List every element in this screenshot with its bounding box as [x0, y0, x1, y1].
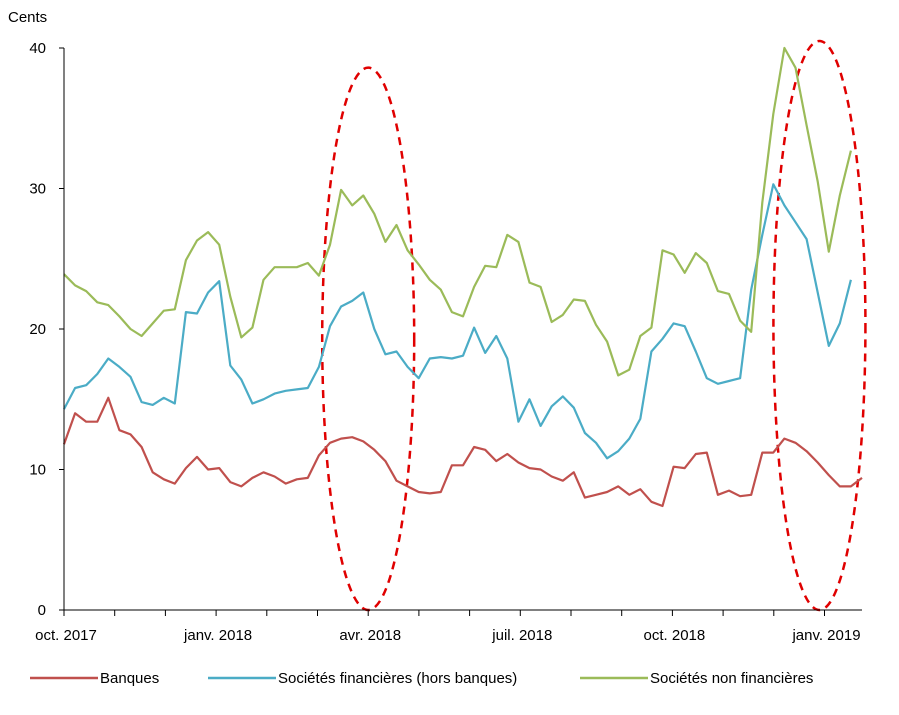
axes: 0 10 20 30 40 oct. 2017 janv. 2018 avr. 2018 jui…	[29, 40, 862, 644]
annotations	[320, 39, 867, 612]
x-tick-label: oct. 2017	[35, 627, 97, 644]
legend: Banques Sociétés financières (hors banque…	[30, 670, 813, 687]
highlight-ellipse-0	[320, 66, 416, 612]
series-lines	[62, 46, 863, 508]
x-tick-label: oct. 2018	[644, 627, 706, 644]
y-axis-label: Cents	[8, 9, 47, 26]
legend-label-2: Sociétés non financières	[650, 670, 813, 687]
series-line-2	[63, 46, 852, 377]
y-tick-label: 40	[29, 40, 46, 57]
x-tick-label: avr. 2018	[339, 627, 401, 644]
series-line-0	[62, 396, 863, 508]
highlight-ellipse-1	[772, 39, 867, 612]
x-tick-label: juil. 2018	[491, 627, 552, 644]
y-tick-label: 20	[29, 321, 46, 338]
series-line-1	[63, 183, 852, 460]
legend-label-0: Banques	[100, 670, 159, 687]
y-tick-label: 10	[29, 462, 46, 479]
y-tick-label: 0	[38, 602, 46, 619]
x-tick-label: janv. 2019	[791, 627, 860, 644]
y-tick-label: 30	[29, 181, 46, 198]
x-tick-label: janv. 2018	[183, 627, 252, 644]
legend-label-1: Sociétés financières (hors banques)	[278, 670, 517, 687]
